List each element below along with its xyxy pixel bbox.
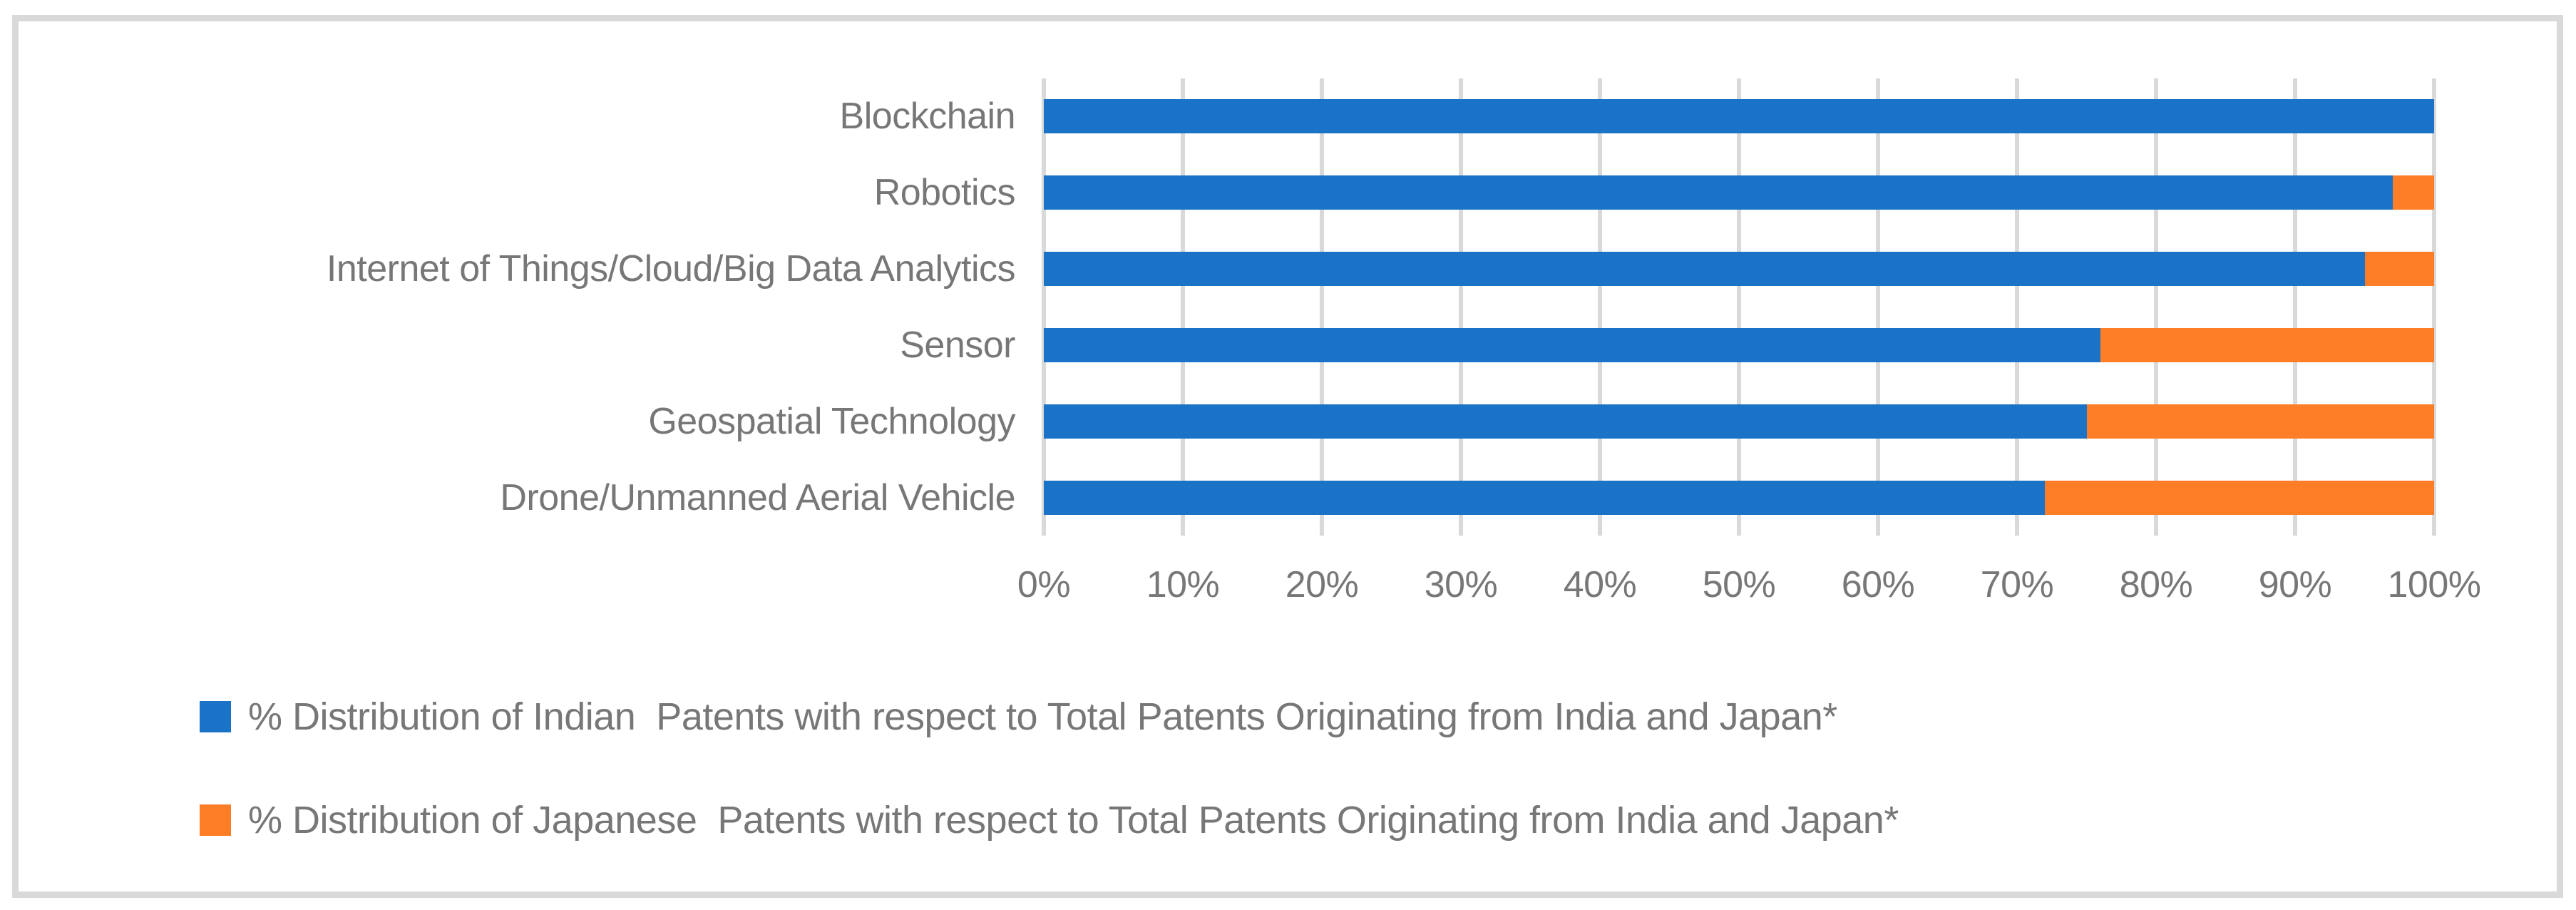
x-tick-label: 40% xyxy=(1563,564,1637,605)
x-tick-label: 80% xyxy=(2119,564,2193,605)
bar-segment-india xyxy=(1044,99,2434,134)
bar-row xyxy=(1044,155,2434,231)
bar-track xyxy=(1044,327,2434,362)
x-tick-label: 20% xyxy=(1285,564,1359,605)
gridline-70% xyxy=(2015,78,2019,536)
x-axis: 0% 10% 20% 30% 40% 50% 60% 70% 80% 90% 100% xyxy=(1017,563,2481,613)
bar-segment-japan xyxy=(2392,175,2434,210)
bar-track xyxy=(1044,99,2434,134)
bar-row xyxy=(1044,383,2434,459)
bar-segment-india xyxy=(1044,252,2365,287)
legend-marker-japan-icon xyxy=(200,804,231,836)
plot-area xyxy=(1042,78,2436,536)
bar-track xyxy=(1044,252,2434,287)
bar-segment-japan xyxy=(2086,404,2434,439)
category-label: Internet of Things/Cloud/Big Data Analyt… xyxy=(326,248,1016,290)
legend-label-india: % Distribution of Indian Patents with re… xyxy=(248,695,1837,738)
x-tick-label: 10% xyxy=(1146,564,1220,605)
bar-segment-india xyxy=(1044,404,2087,439)
gridline-10% xyxy=(1181,78,1185,536)
bar-segment-india xyxy=(1044,480,2045,515)
bar-segment-japan xyxy=(2045,480,2434,515)
bar-series-container xyxy=(1044,78,2434,536)
category-label: Drone/Unmanned Aerial Vehicle xyxy=(500,476,1015,518)
bar-track xyxy=(1044,480,2434,515)
gridline-80% xyxy=(2154,78,2158,536)
category-label: Sensor xyxy=(900,324,1015,366)
gridline-40% xyxy=(1598,78,1602,536)
category-label: Robotics xyxy=(873,172,1016,214)
bar-row xyxy=(1044,307,2434,383)
bar-segment-india xyxy=(1044,327,2100,362)
bar-segment-india xyxy=(1044,175,2393,210)
bar-track xyxy=(1044,404,2434,439)
gridline-0% xyxy=(1042,78,1046,536)
legend-item-india: % Distribution of Indian Patents with re… xyxy=(200,692,1837,742)
x-tick-label: 0% xyxy=(1017,564,1071,605)
gridline-100% xyxy=(2432,78,2436,536)
category-axis: Blockchain Robotics Internet of Things/Clo… xyxy=(29,78,1016,536)
x-tick-label: 70% xyxy=(1980,564,2054,605)
bar-segment-japan xyxy=(2364,252,2434,287)
gridline-20% xyxy=(1320,78,1324,536)
bar-segment-japan xyxy=(2100,327,2434,362)
bar-row xyxy=(1044,231,2434,307)
bar-row xyxy=(1044,459,2434,536)
gridline-90% xyxy=(2293,78,2297,536)
gridline-60% xyxy=(1876,78,1880,536)
x-tick-label: 50% xyxy=(1702,564,1776,605)
gridline-30% xyxy=(1459,78,1463,536)
bar-track xyxy=(1044,175,2434,210)
category-label: Blockchain xyxy=(839,96,1016,138)
legend-item-japan: % Distribution of Japanese Patents with … xyxy=(200,795,1899,845)
x-tick-label: 30% xyxy=(1424,564,1498,605)
x-tick-label: 60% xyxy=(1841,564,1915,605)
figure-border xyxy=(12,15,2563,898)
x-tick-label: 100% xyxy=(2387,564,2482,605)
gridline-50% xyxy=(1737,78,1741,536)
x-tick-label: 90% xyxy=(2258,564,2332,605)
bar-row xyxy=(1044,78,2434,155)
legend-marker-india-icon xyxy=(200,701,231,732)
legend-label-japan: % Distribution of Japanese Patents with … xyxy=(248,799,1899,842)
category-label: Geospatial Technology xyxy=(648,400,1015,442)
